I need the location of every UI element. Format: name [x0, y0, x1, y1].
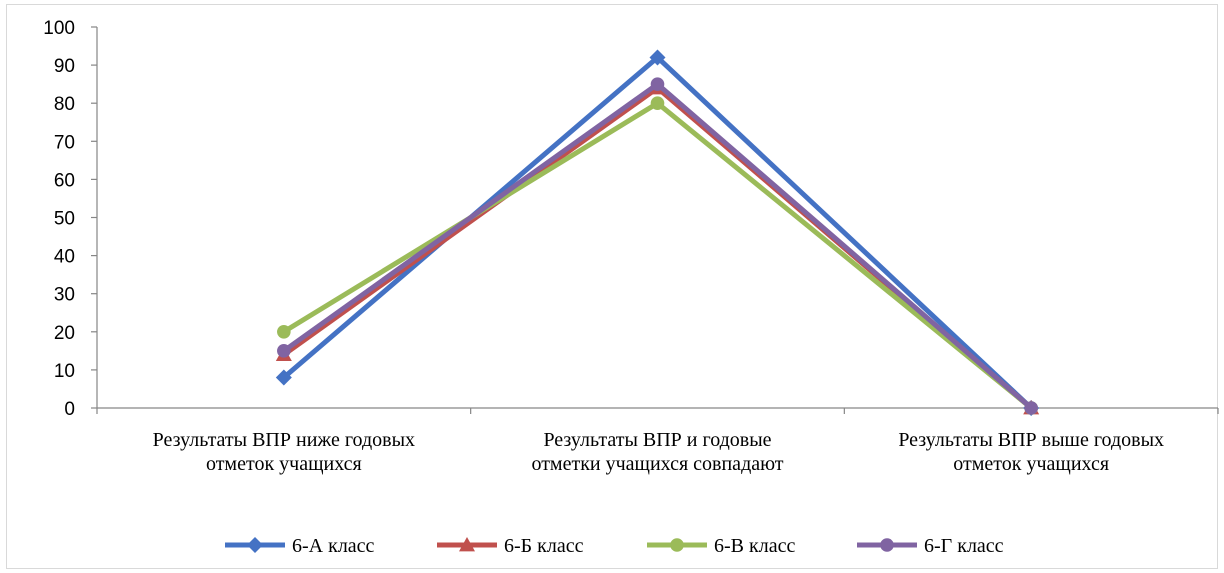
data-point [277, 325, 291, 339]
y-tick-label: 10 [54, 361, 75, 382]
x-category-label: Результаты ВПР ниже годовых отметок учащи… [153, 429, 415, 475]
series-line-1 [282, 54, 1033, 410]
x-category-label-line: Результаты ВПР и годовые [543, 429, 771, 451]
x-category-label: Результаты ВПР выше годовых отметок учащи… [898, 429, 1164, 475]
x-category-label-line: Результаты ВПР ниже годовых [153, 429, 415, 451]
legend-marker [670, 538, 684, 552]
y-tick-label: 70 [54, 132, 75, 153]
y-tick-label: 90 [54, 56, 75, 77]
data-point [650, 96, 665, 110]
data-point [277, 344, 291, 358]
y-tick-label: 60 [54, 170, 75, 191]
x-category-label-line: отметки учащихся совпадают [531, 453, 783, 475]
series-line-4 [282, 81, 1033, 410]
x-category-label-line: Результаты ВПР выше годовых [898, 429, 1164, 451]
y-tick-label: 30 [54, 285, 75, 306]
legend-marker [247, 537, 263, 553]
y-tick-label: 100 [43, 18, 75, 39]
legend-marker [880, 538, 894, 552]
data-point [650, 77, 665, 91]
data-point [275, 369, 292, 386]
series-line-2 [282, 85, 1033, 410]
x-category-label-line: отметок учащихся [206, 453, 362, 475]
data-point [649, 49, 666, 66]
x-category-label: Результаты ВПР и годовые отметки учащихся… [531, 429, 783, 475]
x-category-label-line: отметок учащихся [953, 453, 1109, 475]
data-point [1024, 401, 1038, 415]
y-tick-label: 80 [54, 94, 75, 115]
legend-label: 6-В класс [714, 535, 795, 557]
legend-label: 6-А класс [292, 535, 375, 557]
legend-label: 6-Б класс [504, 535, 584, 557]
legend-label: 6-Г класс [924, 535, 1004, 557]
y-tick-label: 20 [54, 323, 75, 344]
y-tick-label: 0 [64, 399, 75, 420]
legend-marker [459, 537, 475, 552]
y-tick-label: 50 [54, 209, 75, 230]
y-tick-label: 40 [54, 247, 75, 268]
series-line-3 [282, 100, 1033, 410]
